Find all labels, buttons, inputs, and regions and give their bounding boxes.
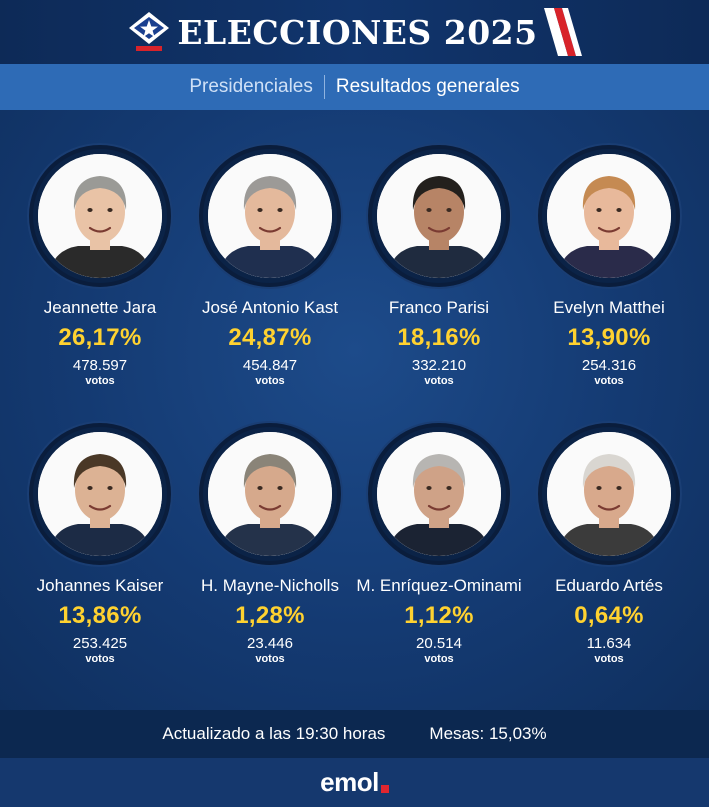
candidate-percentage: 13,90% <box>567 324 651 351</box>
candidate-percentage: 0,64% <box>574 602 644 629</box>
candidate-votes: 253.425 <box>72 635 128 652</box>
chile-star-logo-icon <box>129 12 170 51</box>
candidate-percentage: 13,86% <box>58 602 142 629</box>
votes-label: votos <box>85 375 115 387</box>
votes-label: votos <box>594 653 624 665</box>
results-grid: Jeannette Jara 26,17% 478.597 votos José… <box>0 110 709 710</box>
candidate-photo <box>199 423 341 565</box>
section-breadcrumb: Presidenciales Resultados generales <box>0 64 709 110</box>
votes-label: votos <box>255 375 285 387</box>
candidate-card: Evelyn Matthei 13,90% 254.316 votos <box>524 145 694 387</box>
votes-label: votos <box>424 375 454 387</box>
candidate-percentage: 24,87% <box>228 324 312 351</box>
portrait-icon <box>377 154 501 278</box>
candidate-name: Eduardo Artés <box>555 576 663 595</box>
breadcrumb-divider <box>323 75 325 99</box>
candidate-photo <box>29 423 171 565</box>
candidate-percentage: 1,12% <box>404 602 474 629</box>
logo-dot-icon <box>380 784 389 793</box>
candidate-votes: 23.446 <box>247 635 293 652</box>
votes-label: votos <box>85 653 115 665</box>
candidate-percentage: 1,28% <box>235 602 305 629</box>
candidate-votes: 454.847 <box>242 357 298 374</box>
candidate-percentage: 26,17% <box>58 324 142 351</box>
candidate-name: M. Enríquez-Ominami <box>356 576 522 595</box>
candidate-photo <box>29 145 171 287</box>
candidate-photo <box>538 145 680 287</box>
candidate-card: H. Mayne-Nicholls 1,28% 23.446 votos <box>185 423 355 665</box>
candidate-name: Evelyn Matthei <box>553 298 665 317</box>
candidate-card: Eduardo Artés 0,64% 11.634 votos <box>524 423 694 665</box>
update-status-bar: Actualizado a las 19:30 horas Mesas: 15,… <box>0 710 709 758</box>
candidate-name: José Antonio Kast <box>201 298 339 317</box>
candidate-votes: 478.597 <box>72 357 128 374</box>
candidate-photo <box>199 145 341 287</box>
flag-stripes-icon <box>543 8 582 56</box>
portrait-icon <box>208 432 332 556</box>
candidate-name: H. Mayne-Nicholls <box>201 576 339 595</box>
votes-label: votos <box>424 653 454 665</box>
header-banner: ELECCIONES 2025 <box>0 0 709 64</box>
candidate-name: Jeannette Jara <box>43 298 157 317</box>
candidate-votes: 254.316 <box>581 357 637 374</box>
candidate-photo <box>368 423 510 565</box>
candidate-votes: 20.514 <box>416 635 462 652</box>
candidate-name: Johannes Kaiser <box>36 576 164 595</box>
candidate-name: Franco Parisi <box>388 298 490 317</box>
candidate-card: Franco Parisi 18,16% 332.210 votos <box>354 145 524 387</box>
page-title: ELECCIONES 2025 <box>177 12 538 52</box>
portrait-icon <box>547 154 671 278</box>
portrait-icon <box>377 432 501 556</box>
updated-time: Actualizado a las 19:30 horas <box>162 724 386 743</box>
candidate-card: M. Enríquez-Ominami 1,12% 20.514 votos <box>354 423 524 665</box>
candidate-card: Johannes Kaiser 13,86% 253.425 votos <box>15 423 185 665</box>
candidate-votes: 332.210 <box>411 357 467 374</box>
votes-label: votos <box>594 375 624 387</box>
emol-logo[interactable]: emol <box>320 767 379 797</box>
portrait-icon <box>38 432 162 556</box>
candidate-card: José Antonio Kast 24,87% 454.847 votos <box>185 145 355 387</box>
candidate-percentage: 18,16% <box>397 324 481 351</box>
portrait-icon <box>547 432 671 556</box>
tab-resultados-generales[interactable]: Resultados generales <box>335 76 520 97</box>
portrait-icon <box>208 154 332 278</box>
portrait-icon <box>38 154 162 278</box>
tab-presidenciales[interactable]: Presidenciales <box>189 76 313 97</box>
candidate-photo <box>538 423 680 565</box>
candidate-card: Jeannette Jara 26,17% 478.597 votos <box>15 145 185 387</box>
mesas-percentage: Mesas: 15,03% <box>429 724 547 743</box>
candidate-votes: 11.634 <box>586 635 632 652</box>
votes-label: votos <box>255 653 285 665</box>
brand-footer: emol <box>0 758 709 807</box>
candidate-photo <box>368 145 510 287</box>
